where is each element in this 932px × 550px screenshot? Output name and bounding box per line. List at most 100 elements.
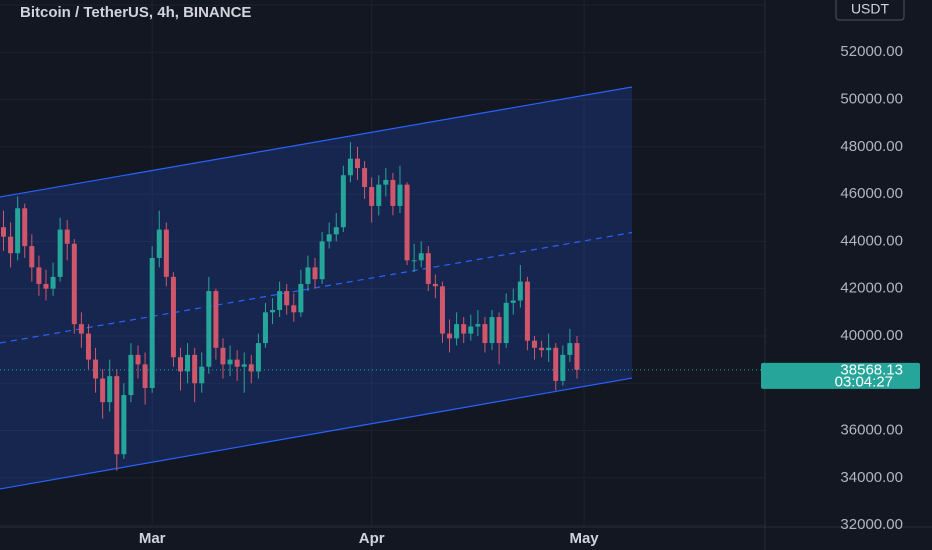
candle-body xyxy=(362,168,368,188)
countdown-label: 03:04:27 xyxy=(835,373,893,390)
last-price-box xyxy=(761,362,920,389)
candle-body xyxy=(517,281,523,301)
candle-body xyxy=(305,267,311,284)
candle-body xyxy=(255,343,261,372)
candle-body xyxy=(227,359,233,365)
candle-body xyxy=(432,283,438,287)
candle-body xyxy=(496,317,502,344)
candle-body xyxy=(234,359,240,367)
candle-body xyxy=(468,326,474,334)
candle-body xyxy=(447,333,453,339)
candle-body xyxy=(220,347,226,365)
x-tick-label: Apr xyxy=(359,530,385,547)
y-tick-label: 40000.00 xyxy=(840,327,903,344)
y-tick-label: 52000.00 xyxy=(840,43,903,60)
candle-body xyxy=(553,347,559,381)
candle-body xyxy=(114,376,120,455)
candle-body xyxy=(43,283,49,289)
candle-body xyxy=(312,267,318,280)
candle-body xyxy=(185,354,191,372)
candle-body xyxy=(29,246,35,268)
candle-body xyxy=(333,227,339,235)
candle-body xyxy=(369,187,375,206)
x-tick-label: May xyxy=(569,530,599,547)
channel-median xyxy=(0,231,633,344)
channel xyxy=(0,86,633,490)
candle-body xyxy=(482,324,488,344)
candle-body xyxy=(347,158,353,176)
candle-body xyxy=(22,208,28,247)
currency-box xyxy=(835,0,905,21)
candle-body xyxy=(475,324,481,327)
candle-body xyxy=(85,333,91,360)
candle-body xyxy=(277,291,283,310)
axes: 32000.0034000.0036000.0038000.0040000.00… xyxy=(139,0,920,547)
candle-body xyxy=(93,359,99,379)
candle-body xyxy=(390,179,396,206)
candle-body xyxy=(532,340,537,348)
candle-body xyxy=(192,354,198,384)
candle-body xyxy=(78,324,84,334)
candle-body xyxy=(461,324,467,334)
candle-body xyxy=(178,357,183,372)
x-tick-label: Mar xyxy=(139,530,166,547)
candle-body xyxy=(319,241,325,280)
candle-body xyxy=(199,366,205,384)
candle-body xyxy=(340,175,346,228)
candle-body xyxy=(439,286,445,334)
currency-badge: USDT xyxy=(835,0,905,21)
y-tick-label: 34000.00 xyxy=(840,469,903,486)
chart-title: Bitcoin / TetherUS, 4h, BINANCE xyxy=(20,4,251,21)
y-tick-label: 46000.00 xyxy=(840,185,903,202)
y-tick-label: 42000.00 xyxy=(840,280,903,297)
candle-body xyxy=(454,324,460,339)
candle-body xyxy=(241,364,247,367)
candle-body xyxy=(418,253,424,261)
candle-body xyxy=(156,229,162,258)
candle-body xyxy=(248,364,254,372)
y-tick-label: 32000.00 xyxy=(840,516,903,533)
y-tick-label: 50000.00 xyxy=(840,91,903,108)
candle-body xyxy=(503,302,509,344)
channel-lower xyxy=(0,377,633,490)
candle-body xyxy=(121,395,127,455)
candle-body xyxy=(107,376,113,403)
candle-body xyxy=(213,291,219,348)
candle-body xyxy=(71,243,77,325)
candle-body xyxy=(291,305,297,313)
candle-body xyxy=(560,354,566,381)
candle-body xyxy=(36,267,42,284)
candle-body xyxy=(170,276,176,358)
candle-body xyxy=(1,227,6,237)
candle-body xyxy=(15,208,21,254)
candle-body xyxy=(270,309,276,313)
candle-body xyxy=(142,364,148,388)
candle-body xyxy=(135,354,141,365)
candle-body xyxy=(546,347,552,351)
y-tick-label: 48000.00 xyxy=(840,138,903,155)
candle-body xyxy=(284,291,290,306)
candle-body xyxy=(100,378,106,403)
candle-body xyxy=(206,291,212,367)
candle-body xyxy=(262,312,268,344)
candle-body xyxy=(574,343,580,370)
candle-body xyxy=(524,281,530,341)
candle-body xyxy=(489,317,495,344)
candle-body xyxy=(397,184,403,206)
candle-body xyxy=(510,300,516,303)
candle-body xyxy=(567,343,573,355)
candle-body xyxy=(404,184,410,261)
candle-body xyxy=(163,229,169,277)
candle-body xyxy=(376,184,382,206)
currency-label: USDT xyxy=(851,1,890,17)
candle-body xyxy=(425,253,431,284)
candle-body xyxy=(298,283,304,313)
candle-body xyxy=(149,257,155,388)
candle-body xyxy=(50,276,56,289)
candle-body xyxy=(8,236,14,254)
candle-body xyxy=(64,229,70,244)
candle-body xyxy=(411,260,417,262)
candle-body xyxy=(539,347,545,351)
